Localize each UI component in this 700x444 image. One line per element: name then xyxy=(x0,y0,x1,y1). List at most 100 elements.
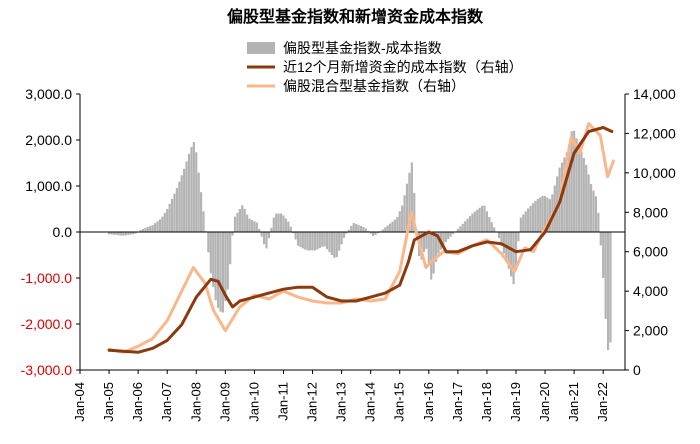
bar xyxy=(313,232,317,251)
bar xyxy=(175,188,178,232)
left-tick-label: 1,000.0 xyxy=(25,178,72,194)
bar xyxy=(277,213,280,232)
bar xyxy=(321,232,324,247)
bar xyxy=(265,232,268,249)
x-tick-label: Jan-06 xyxy=(130,382,145,422)
legend-label-fund: 偏股混合型基金指数（右轴） xyxy=(283,78,465,94)
bar xyxy=(512,232,515,285)
x-tick-label: Jan-05 xyxy=(101,382,116,422)
legend: 偏股型基金指数-成本指数 近12个月新增资金的成本指数（右轴） 偏股混合型基金指… xyxy=(247,40,523,94)
bar xyxy=(192,142,195,232)
x-tick-label: Jan-10 xyxy=(246,382,261,422)
bar xyxy=(367,230,370,232)
bar xyxy=(585,164,588,232)
bar xyxy=(156,221,159,232)
bar xyxy=(471,213,474,232)
bar xyxy=(180,175,183,232)
bar xyxy=(432,232,435,274)
bar xyxy=(241,205,244,232)
bar xyxy=(609,232,612,343)
bar xyxy=(292,232,295,234)
bar xyxy=(255,222,258,232)
x-tick-label: Jan-12 xyxy=(305,382,320,422)
bar xyxy=(168,203,171,232)
bar xyxy=(451,232,455,235)
bar xyxy=(190,147,193,232)
bar xyxy=(350,225,353,232)
bar xyxy=(594,196,598,232)
bar xyxy=(461,223,464,232)
bar xyxy=(299,232,302,248)
left-tick-label: 2,000.0 xyxy=(25,132,72,148)
bar xyxy=(229,232,232,265)
bar xyxy=(238,209,241,232)
bar xyxy=(144,227,147,232)
bar xyxy=(355,223,358,232)
bar xyxy=(294,232,297,240)
bar xyxy=(224,232,227,301)
bar xyxy=(173,193,176,232)
bar xyxy=(447,232,450,240)
bar xyxy=(110,232,113,235)
bar xyxy=(258,228,261,232)
bar xyxy=(422,232,426,252)
bar xyxy=(330,232,334,255)
bar xyxy=(592,190,595,232)
bar xyxy=(325,232,329,250)
bar xyxy=(485,211,489,232)
bar xyxy=(480,205,484,232)
bar xyxy=(296,232,300,246)
bar xyxy=(517,232,520,242)
bar xyxy=(493,227,496,232)
bar xyxy=(546,197,549,232)
bar xyxy=(589,184,593,232)
bar xyxy=(524,211,527,232)
left-axis-ticks: 3,000.0 2,000.0 1,000.0 0.0 -1,000.0 -2,000.0… xyxy=(21,86,80,378)
bar xyxy=(183,168,186,232)
bar xyxy=(386,225,389,232)
bar xyxy=(149,226,152,232)
x-tick-label: Jan-04 xyxy=(72,382,87,422)
bar xyxy=(570,131,573,232)
bar xyxy=(301,232,304,249)
bar xyxy=(430,232,433,280)
bar xyxy=(401,205,404,232)
bar xyxy=(226,232,229,290)
right-tick-label: 8,000 xyxy=(633,204,668,220)
x-tick-label: Jan-21 xyxy=(566,382,581,422)
x-tick-label: Jan-18 xyxy=(479,382,494,422)
bar xyxy=(478,207,481,232)
x-tick-label: Jan-14 xyxy=(363,382,378,422)
bar xyxy=(120,232,123,236)
bar xyxy=(347,229,350,232)
bar xyxy=(250,219,254,232)
bar xyxy=(340,232,343,245)
bar xyxy=(243,209,246,232)
bar xyxy=(527,208,530,232)
bar xyxy=(599,232,602,246)
bar xyxy=(369,232,372,234)
bar xyxy=(575,138,578,232)
bar xyxy=(124,232,128,236)
bar xyxy=(577,145,581,232)
bar xyxy=(381,229,384,232)
bar xyxy=(476,209,479,232)
bar xyxy=(437,232,440,254)
bar xyxy=(262,232,266,245)
bar xyxy=(134,232,137,234)
bar xyxy=(216,232,220,308)
bar xyxy=(396,217,399,232)
bar xyxy=(272,217,275,232)
x-tick-label: Jan-16 xyxy=(421,382,436,422)
bar xyxy=(425,232,428,249)
bar xyxy=(468,216,472,232)
bar xyxy=(289,226,292,232)
bar xyxy=(497,232,501,239)
bar xyxy=(539,197,542,232)
bar xyxy=(573,130,576,232)
bar xyxy=(384,227,387,232)
bar xyxy=(209,232,212,274)
bar xyxy=(536,198,539,232)
